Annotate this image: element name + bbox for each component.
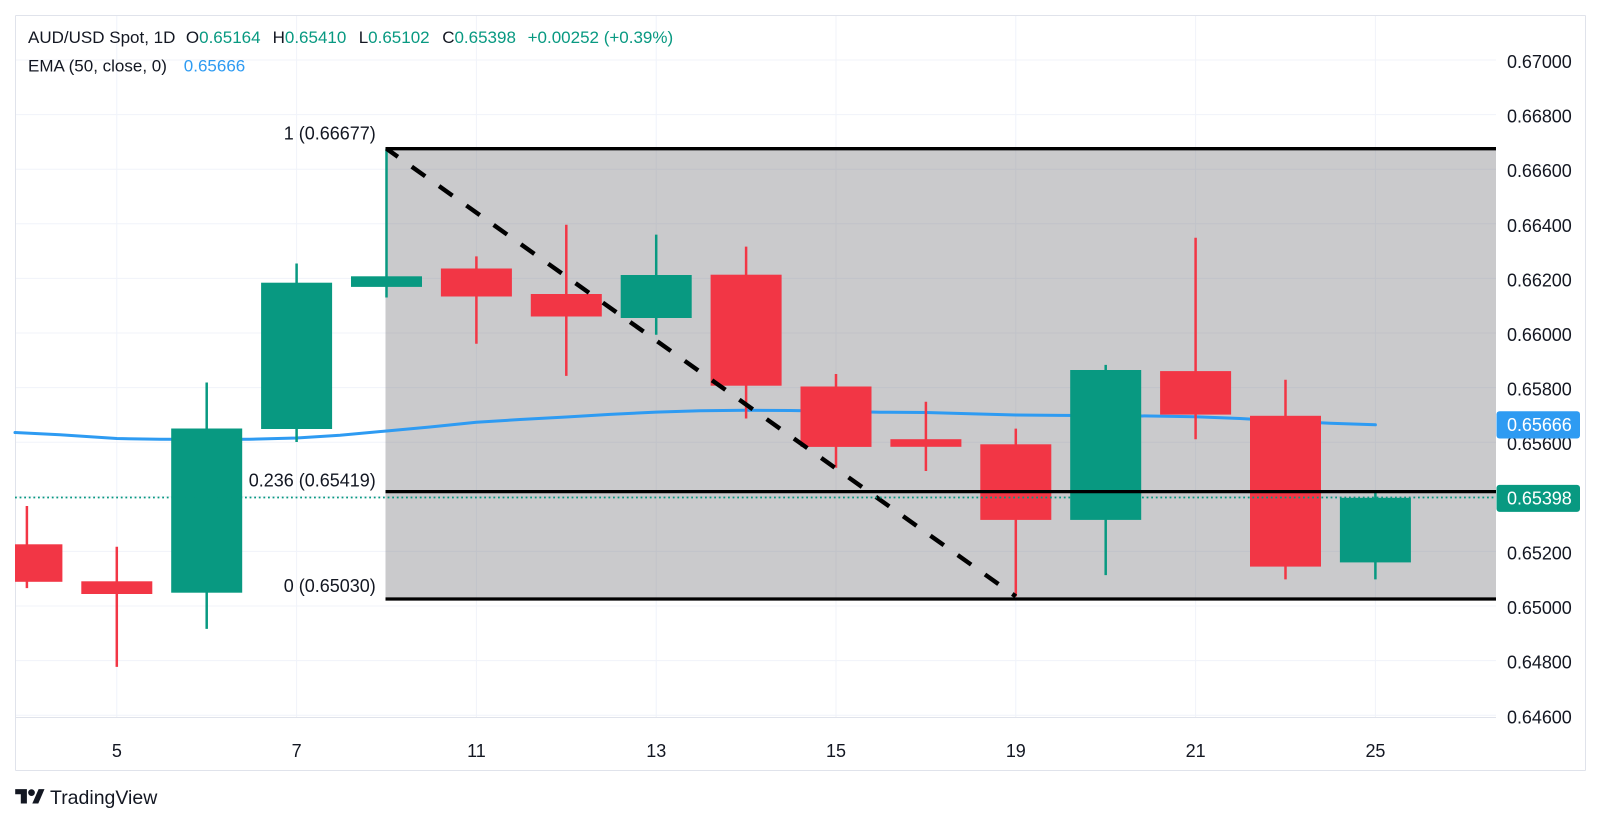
svg-text:H0.65410: H0.65410 [273, 28, 347, 47]
svg-text:0.64800: 0.64800 [1507, 653, 1572, 673]
svg-text:0.66200: 0.66200 [1507, 270, 1572, 290]
svg-text:C0.65398: C0.65398 [442, 28, 516, 47]
svg-text:0.66400: 0.66400 [1507, 216, 1572, 236]
svg-text:7: 7 [292, 741, 302, 761]
svg-text:L0.65102: L0.65102 [359, 28, 430, 47]
svg-text:21: 21 [1186, 741, 1206, 761]
svg-text:0.65666: 0.65666 [1507, 415, 1572, 435]
svg-text:0.67000: 0.67000 [1507, 52, 1572, 72]
svg-text:0.66800: 0.66800 [1507, 107, 1572, 127]
svg-text:O0.65164: O0.65164 [186, 28, 261, 47]
svg-text:+0.00252 (+0.39%): +0.00252 (+0.39%) [528, 28, 674, 47]
svg-text:EMA (50, close, 0): EMA (50, close, 0) [28, 57, 167, 76]
svg-text:15: 15 [826, 741, 846, 761]
svg-text:0.66000: 0.66000 [1507, 325, 1572, 345]
svg-text:0.65600: 0.65600 [1507, 434, 1572, 454]
svg-text:5: 5 [112, 741, 122, 761]
svg-text:AUD/USD Spot, 1D: AUD/USD Spot, 1D [28, 28, 175, 47]
svg-text:0.65200: 0.65200 [1507, 543, 1572, 563]
svg-text:TradingView: TradingView [50, 787, 158, 809]
svg-text:0.65800: 0.65800 [1507, 380, 1572, 400]
svg-text:0.65398: 0.65398 [1507, 489, 1572, 509]
svg-text:19: 19 [1006, 741, 1026, 761]
svg-text:13: 13 [646, 741, 666, 761]
svg-text:0.65000: 0.65000 [1507, 598, 1572, 618]
svg-text:0.64600: 0.64600 [1507, 708, 1572, 728]
svg-text:0.236 (0.65419): 0.236 (0.65419) [249, 470, 376, 490]
svg-text:0.66600: 0.66600 [1507, 161, 1572, 181]
svg-text:0.65666: 0.65666 [184, 57, 245, 76]
svg-text:11: 11 [467, 741, 486, 761]
svg-text:25: 25 [1365, 741, 1385, 761]
svg-text:1 (0.66677): 1 (0.66677) [284, 123, 376, 143]
svg-text:0 (0.65030): 0 (0.65030) [284, 576, 376, 596]
